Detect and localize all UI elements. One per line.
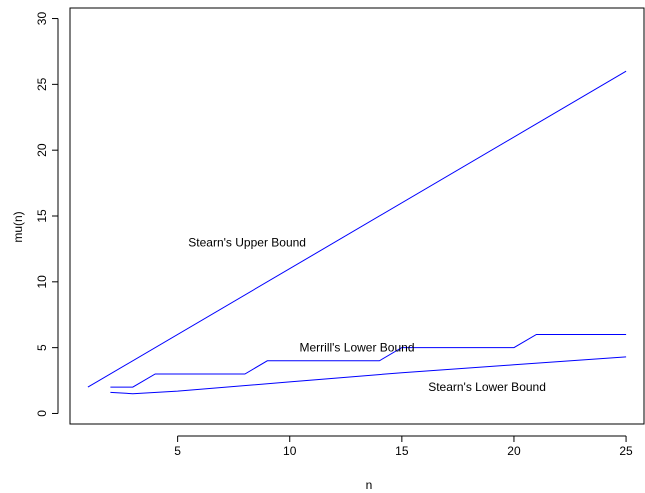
y-tick-label: 0 — [35, 410, 49, 417]
x-axis-label: n — [366, 478, 373, 492]
series-labels: Stearn's Upper Bound Merrill's Lower Boun… — [188, 235, 546, 394]
y-axis-label: mu(n) — [11, 211, 25, 242]
x-tick-label: 10 — [283, 444, 297, 458]
y-tick-label: 30 — [35, 12, 49, 26]
plot-frame — [69, 7, 645, 425]
y-tick-label: 25 — [35, 77, 49, 91]
y-tick-label: 15 — [35, 209, 49, 223]
x-tick-label: 15 — [395, 444, 409, 458]
series-line-1 — [110, 334, 627, 388]
y-axis: 0 5 10 15 20 25 30 — [35, 12, 59, 417]
x-tick-label: 25 — [619, 444, 633, 458]
series-line-0 — [87, 70, 627, 388]
series-label-0: Stearn's Upper Bound — [188, 235, 306, 249]
x-tick-label: 20 — [507, 444, 521, 458]
y-tick-label: 5 — [35, 344, 49, 351]
y-tick-label: 20 — [35, 143, 49, 157]
series-lines — [87, 70, 627, 395]
series-line-2 — [110, 356, 627, 395]
x-tick-label: 5 — [174, 444, 181, 458]
y-tick-label: 10 — [35, 275, 49, 289]
series-label-2: Stearn's Lower Bound — [428, 380, 546, 394]
series-label-1: Merrill's Lower Bound — [299, 341, 414, 355]
x-axis: 5 10 15 20 25 — [174, 435, 633, 458]
